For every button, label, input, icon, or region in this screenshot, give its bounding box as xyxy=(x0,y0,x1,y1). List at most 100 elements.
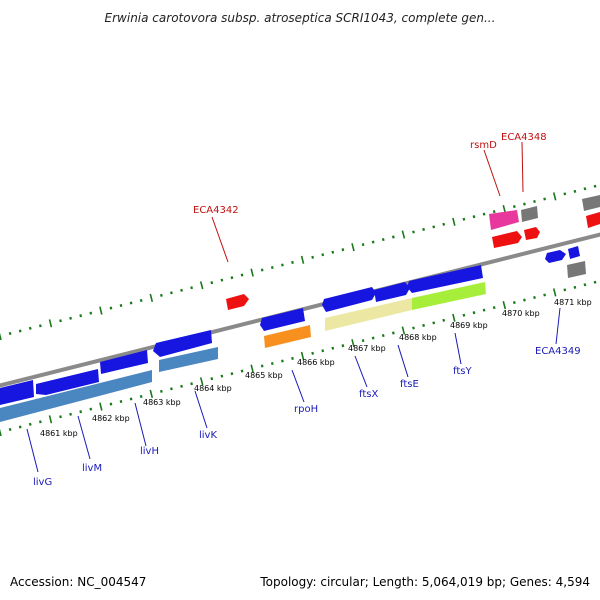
minor-tick xyxy=(129,397,133,401)
track-gray-small[interactable] xyxy=(567,261,586,278)
minor-tick xyxy=(139,394,143,398)
minor-tick xyxy=(240,369,244,373)
track-steel-1[interactable] xyxy=(0,370,152,422)
minor-tick xyxy=(210,377,214,381)
gene-label-livM[interactable]: livM xyxy=(82,463,102,474)
minor-tick xyxy=(59,319,62,323)
gene-label-ECA4348[interactable]: ECA4348 xyxy=(501,132,547,143)
major-tick xyxy=(250,364,254,373)
minor-tick xyxy=(391,331,395,335)
major-tick xyxy=(300,351,305,360)
minor-tick xyxy=(8,331,12,335)
minor-tick xyxy=(270,361,274,365)
minor-tick xyxy=(260,268,264,272)
lower-tick-row xyxy=(0,280,597,437)
minor-tick xyxy=(79,314,83,318)
track-steel-2[interactable] xyxy=(159,347,218,372)
minor-tick xyxy=(361,339,365,343)
gene-livH[interactable] xyxy=(100,350,148,374)
leader-lines xyxy=(26,141,561,473)
minor-tick xyxy=(462,217,466,221)
major-tick xyxy=(0,332,2,341)
minor-tick xyxy=(462,313,466,317)
gene-livK[interactable] xyxy=(153,330,212,357)
gene-gray-right[interactable] xyxy=(582,195,600,211)
minor-tick xyxy=(281,263,284,267)
minor-tick xyxy=(371,336,375,340)
gene-livG[interactable] xyxy=(0,380,34,405)
gene-label-ftsX[interactable]: ftsX xyxy=(359,389,378,400)
major-tick xyxy=(401,326,406,335)
minor-tick xyxy=(563,288,567,292)
major-tick xyxy=(351,339,355,348)
gene-red-right[interactable] xyxy=(586,212,600,228)
minor-tick xyxy=(38,324,42,328)
upper-tick-row xyxy=(0,184,597,341)
kbp-label-4861: 4861 kbp xyxy=(40,429,78,438)
gene-rsmD[interactable] xyxy=(489,210,519,230)
minor-tick xyxy=(492,306,496,310)
gene-livM[interactable] xyxy=(36,369,99,395)
major-tick xyxy=(300,255,305,264)
minor-tick xyxy=(331,346,335,350)
gene-label-ftsY[interactable]: ftsY xyxy=(453,366,472,377)
minor-tick xyxy=(543,293,546,297)
kbp-label-4868: 4868 kbp xyxy=(399,333,437,342)
minor-tick xyxy=(89,311,93,315)
minor-tick xyxy=(583,283,587,287)
major-tick xyxy=(199,377,204,386)
major-tick xyxy=(99,306,103,315)
minor-tick xyxy=(482,308,486,312)
gene-red-upper-1[interactable] xyxy=(492,231,522,248)
gene-ECA4342[interactable] xyxy=(226,294,249,310)
minor-tick xyxy=(270,265,274,269)
major-tick xyxy=(199,281,204,290)
minor-tick xyxy=(371,240,375,244)
gene-red-upper-2[interactable] xyxy=(524,227,540,240)
gene-label-ftsE[interactable]: ftsE xyxy=(400,379,419,390)
minor-tick xyxy=(432,225,436,229)
gene-label-livK[interactable]: livK xyxy=(199,430,217,441)
minor-tick xyxy=(281,359,284,363)
gene-label-livG[interactable]: livG xyxy=(33,477,52,488)
gene-label-livH[interactable]: livH xyxy=(140,446,159,457)
accession-label: Accession: NC_004547 xyxy=(10,575,147,589)
major-tick xyxy=(452,313,456,322)
kbp-label-4862: 4862 kbp xyxy=(92,414,130,423)
gene-ftsY[interactable] xyxy=(407,265,483,293)
gene-ECA4348[interactable] xyxy=(521,206,538,222)
track-cream[interactable] xyxy=(325,298,412,331)
gene-ftsE[interactable] xyxy=(374,282,410,302)
minor-tick xyxy=(412,326,415,330)
minor-tick xyxy=(59,415,62,419)
kbp-label-4869: 4869 kbp xyxy=(450,321,488,330)
minor-tick xyxy=(311,255,315,259)
minor-tick xyxy=(321,349,325,353)
major-tick xyxy=(250,268,254,277)
gene-label-rpoH[interactable]: rpoH xyxy=(294,404,318,415)
gene-label-rsmD[interactable]: rsmD xyxy=(470,140,497,151)
minor-tick xyxy=(492,210,496,214)
minor-tick xyxy=(583,187,587,191)
gene-label-ECA4349[interactable]: ECA4349 xyxy=(535,346,581,357)
gene-label-ECA4342[interactable]: ECA4342 xyxy=(193,205,239,216)
minor-tick xyxy=(523,202,526,206)
gene-rpoH[interactable] xyxy=(260,308,305,331)
gene-blue-small-right[interactable] xyxy=(568,246,580,259)
track-orange[interactable] xyxy=(264,325,311,348)
major-tick xyxy=(502,205,507,214)
major-tick xyxy=(552,192,557,201)
major-tick xyxy=(552,288,557,297)
minor-tick xyxy=(331,250,335,254)
kbp-label-4864: 4864 kbp xyxy=(194,384,232,393)
track-lime[interactable] xyxy=(412,282,486,310)
kbp-label-4866: 4866 kbp xyxy=(297,358,335,367)
gene-ftsX[interactable] xyxy=(322,287,376,312)
minor-tick xyxy=(170,291,173,295)
minor-tick xyxy=(321,253,325,257)
minor-tick xyxy=(160,389,163,393)
gene-ECA4349[interactable] xyxy=(545,250,566,263)
minor-tick xyxy=(119,400,123,404)
minor-tick xyxy=(119,304,123,308)
kbp-label-4865: 4865 kbp xyxy=(245,371,283,380)
